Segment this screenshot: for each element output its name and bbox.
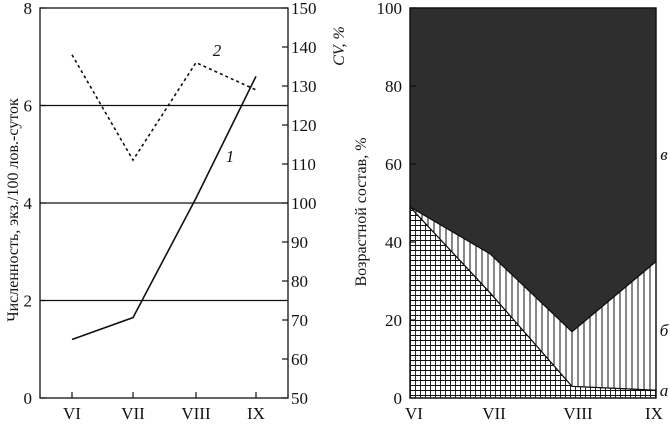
y2-tick-label: 100 <box>291 194 317 213</box>
y-tick-label: 40 <box>385 233 402 252</box>
y2-tick-label: 140 <box>291 38 317 57</box>
y2-tick-label: 130 <box>291 77 317 96</box>
y-tick-label: 100 <box>377 0 403 18</box>
right-chart: 0 20 40 60 80 100 VI VII VIII IX а б в Возрастной … <box>353 0 669 423</box>
right-y-tick-labels: 0 20 40 60 80 100 <box>377 0 403 408</box>
y-tick-label: 0 <box>24 389 33 408</box>
left-tick-marks <box>40 7 288 399</box>
left-gridlines <box>40 104 288 302</box>
y-tick-label: 6 <box>24 97 33 116</box>
left-y2-axis-label: CV, % <box>331 26 348 66</box>
y2-tick-label: 150 <box>291 0 317 18</box>
y-tick-label: 2 <box>24 292 33 311</box>
right-x-tick-labels: VI VII VIII IX <box>405 404 663 423</box>
y-tick-label: 80 <box>385 77 402 96</box>
series-2-line <box>71 54 257 162</box>
right-plot-frame <box>409 7 657 399</box>
y-tick-label: 4 <box>24 194 33 213</box>
y2-tick-label: 70 <box>291 311 308 330</box>
y-tick-label: 0 <box>394 389 403 408</box>
y-tick-label: 20 <box>385 311 402 330</box>
y2-tick-label: 80 <box>291 272 308 291</box>
y-tick-label: 8 <box>24 0 33 18</box>
right-y-axis-label: Возрастной состав, % <box>353 137 370 286</box>
x-tick-label: VIII <box>181 404 211 423</box>
series-б-label: б <box>660 321 669 340</box>
y2-tick-label: 50 <box>291 389 308 408</box>
series-в-label: в <box>660 145 668 164</box>
x-tick-label: VIII <box>563 404 593 423</box>
series-2-label: 2 <box>213 41 222 60</box>
series-а-label: а <box>660 381 669 400</box>
left-x-tick-labels: VI VII VIII IX <box>63 404 265 423</box>
left-chart: 0 2 4 6 8 50 60 70 80 90 100 110 120 130 140 150 VI VII… <box>5 0 348 423</box>
left-y-axis-label: Численность, экз./100 лов.-суток <box>5 98 22 322</box>
y2-tick-label: 110 <box>291 155 316 174</box>
x-tick-label: IX <box>645 404 663 423</box>
x-tick-label: VII <box>482 404 506 423</box>
left-y2-tick-labels: 50 60 70 80 90 100 110 120 130 140 150 <box>291 0 317 408</box>
y2-tick-label: 60 <box>291 350 308 369</box>
left-series-labels: 12 <box>213 41 235 166</box>
left-series <box>71 54 257 341</box>
y-tick-label: 60 <box>385 155 402 174</box>
right-tick-marks <box>410 7 416 399</box>
right-area-layers <box>409 7 657 399</box>
x-tick-label: VI <box>63 404 81 423</box>
y2-tick-label: 120 <box>291 116 317 135</box>
y2-tick-label: 90 <box>291 233 308 252</box>
x-tick-label: VI <box>405 404 423 423</box>
series-1-line <box>71 75 257 341</box>
right-series-labels: а б в <box>660 145 669 400</box>
x-tick-label: VII <box>121 404 145 423</box>
series-1-label: 1 <box>226 147 235 166</box>
x-tick-label: IX <box>247 404 265 423</box>
left-y-tick-labels: 0 2 4 6 8 <box>24 0 33 408</box>
